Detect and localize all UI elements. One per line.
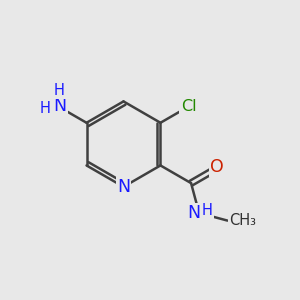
Text: N: N [53, 97, 66, 115]
Text: H: H [54, 83, 65, 98]
Text: Cl: Cl [181, 99, 196, 114]
Text: N: N [117, 178, 130, 196]
Text: O: O [210, 158, 224, 176]
Text: H: H [39, 101, 50, 116]
Text: H: H [202, 202, 213, 217]
Text: N: N [187, 204, 200, 222]
Text: CH₃: CH₃ [229, 213, 256, 228]
